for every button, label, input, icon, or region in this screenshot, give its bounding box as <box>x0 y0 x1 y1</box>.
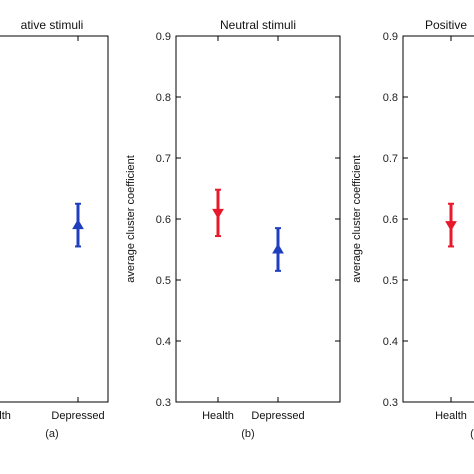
x-category-label: Depressed <box>251 410 304 422</box>
error-bar-depressed <box>72 202 84 248</box>
subplot-title: Positive <box>425 18 467 32</box>
y-tick-label: 0.6 <box>156 214 171 226</box>
subplot-label: (a) <box>45 428 58 440</box>
plot-frame <box>0 35 109 403</box>
y-tick-label: 0.9 <box>156 31 171 43</box>
y-tick-label: 0.4 <box>383 336 398 348</box>
x-category-label: Health <box>202 410 234 422</box>
x-category-label: Depressed <box>51 410 104 422</box>
subplot-a: ative stimuli Health Depressed (a) <box>0 18 109 440</box>
mean-marker-triangle-up <box>272 243 284 254</box>
y-tick-label: 0.5 <box>156 275 171 287</box>
subplot-c: 0.3 0.4 0.5 0.6 0.7 0.8 0.9 average cluster coe… <box>351 18 474 440</box>
y-tick-label: 0.6 <box>383 214 398 226</box>
x-category-label: Health <box>0 410 11 422</box>
y-tick-label: 0.5 <box>383 275 398 287</box>
y-tick-label: 0.8 <box>383 92 398 104</box>
plot-frame <box>402 35 474 403</box>
y-tick-label: 0.3 <box>156 397 171 409</box>
plot-frame <box>175 35 341 403</box>
error-bar-health <box>212 188 224 238</box>
y-tick-label: 0.9 <box>383 31 398 43</box>
y-tick-label: 0.3 <box>383 397 398 409</box>
y-tick-label: 0.4 <box>156 336 171 348</box>
y-tick-label: 0.7 <box>156 153 171 165</box>
subplot-label: (b) <box>241 428 254 440</box>
y-axis-label: average cluster coefficient <box>125 155 137 283</box>
error-bar-depressed <box>272 227 284 272</box>
mean-marker-triangle-down <box>445 221 457 232</box>
subplot-label: ( <box>470 428 474 440</box>
error-bar-health <box>445 202 457 248</box>
y-tick-label: 0.7 <box>383 153 398 165</box>
y-axis-label: average cluster coefficient <box>351 155 363 283</box>
y-tick-label: 0.8 <box>156 92 171 104</box>
x-category-label: Health <box>435 410 467 422</box>
subplot-title: Neutral stimuli <box>220 18 296 32</box>
subplot-title: ative stimuli <box>21 18 84 32</box>
subplot-b: 0.3 0.4 0.5 0.6 0.7 0.8 0.9 average cluster coe… <box>125 18 341 440</box>
mean-marker-triangle-down <box>212 208 224 219</box>
mean-marker-triangle-up <box>72 219 84 230</box>
